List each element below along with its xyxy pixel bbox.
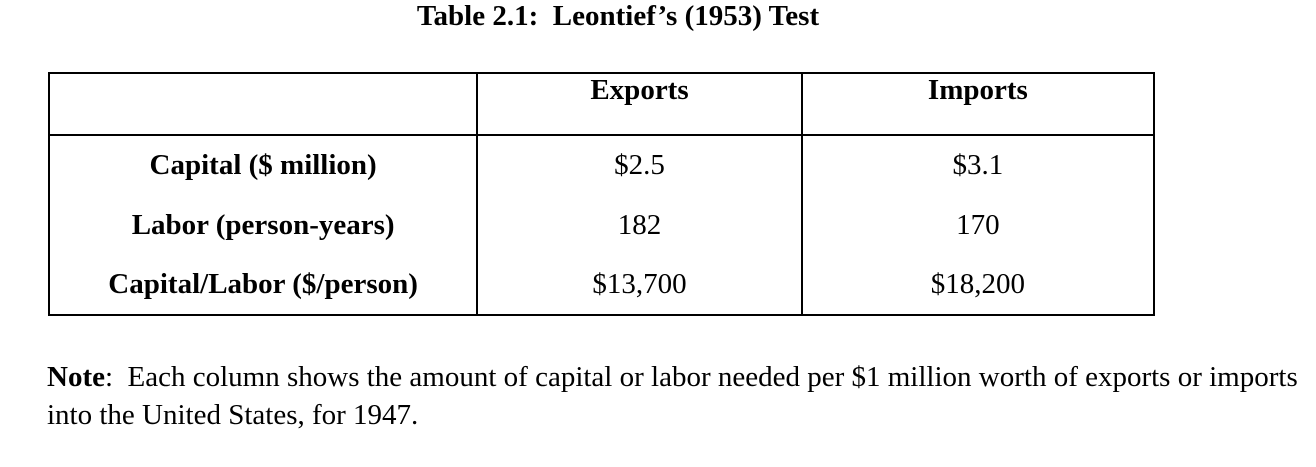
- header-imports: Imports: [800, 72, 1156, 136]
- cell-capital-imports: $3.1: [800, 135, 1156, 195]
- cell-labor-exports: 182: [476, 195, 803, 255]
- note-separator: :: [104, 361, 128, 393]
- note-label: Note: [47, 361, 105, 393]
- table-header-row: Exports Imports: [47, 72, 1156, 136]
- row-label-labor: Labor (person-years): [47, 195, 479, 255]
- table-row-capital: Capital ($ million) $2.5 $3.1: [47, 135, 1156, 195]
- row-label-capital: Capital ($ million): [47, 135, 479, 195]
- header-empty-cell: [47, 72, 479, 136]
- cell-capital-labor-exports: $13,700: [476, 255, 803, 316]
- cell-capital-labor-imports: $18,200: [800, 255, 1156, 316]
- table-row-labor: Labor (person-years) 182 170: [47, 195, 1156, 255]
- table-row-capital-labor: Capital/Labor ($/person) $13,700 $18,200: [47, 255, 1156, 316]
- table-note: Note: Each column shows the amount of ca…: [47, 358, 1307, 434]
- header-exports: Exports: [476, 72, 803, 136]
- note-text: Each column shows the amount of capital …: [47, 361, 1298, 431]
- row-label-capital-labor: Capital/Labor ($/person): [47, 255, 479, 316]
- cell-labor-imports: 170: [800, 195, 1156, 255]
- table-title: Table 2.1: Leontief’s (1953) Test: [416, 0, 820, 32]
- cell-capital-exports: $2.5: [476, 135, 803, 195]
- leontief-test-table: Exports Imports Capital ($ million) $2.5…: [47, 72, 1156, 316]
